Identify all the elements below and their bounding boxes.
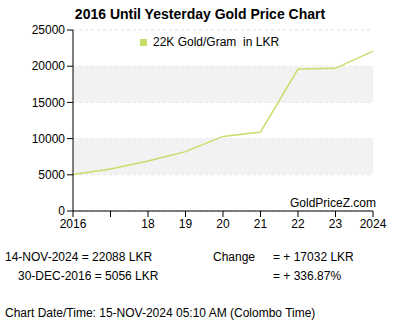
html-text:22K Gold/Gram in LKR: 22K Gold/Gram in LKR xyxy=(153,35,280,49)
svg-text:25000: 25000 xyxy=(32,23,66,37)
svg-text:2016: 2016 xyxy=(60,217,87,231)
svg-text:21: 21 xyxy=(254,217,268,231)
svg-text:20: 20 xyxy=(216,217,230,231)
svg-text:19: 19 xyxy=(179,217,193,231)
svg-text:20000: 20000 xyxy=(32,59,66,73)
html-text:Chart Date/Time: 15-NOV-2024 0: Chart Date/Time: 15-NOV-2024 05:10 AM (C… xyxy=(5,306,316,320)
html-text:= + 17032 LKR: = + 17032 LKR xyxy=(273,250,354,264)
svg-text:18: 18 xyxy=(141,217,155,231)
svg-text:0: 0 xyxy=(58,204,65,218)
html-text:= + 336.87%: = + 336.87% xyxy=(273,269,342,283)
svg-text:23: 23 xyxy=(329,217,343,231)
html-text:14-NOV-2024 = 22088 LKR: 14-NOV-2024 = 22088 LKR xyxy=(5,250,153,264)
svg-text:15000: 15000 xyxy=(32,96,66,110)
html-text:30-DEC-2016 = 5056 LKR: 30-DEC-2016 = 5056 LKR xyxy=(18,269,159,283)
html-text:Change: Change xyxy=(213,250,255,264)
svg-text:10000: 10000 xyxy=(32,132,66,146)
svg-text:5000: 5000 xyxy=(38,168,65,182)
html-text:2016 Until Yesterday Gold Pric: 2016 Until Yesterday Gold Price Chart xyxy=(74,6,326,22)
html-text:GoldPriceZ.com: GoldPriceZ.com xyxy=(290,196,376,210)
svg-text:22: 22 xyxy=(291,217,305,231)
svg-text:2024: 2024 xyxy=(360,217,387,231)
